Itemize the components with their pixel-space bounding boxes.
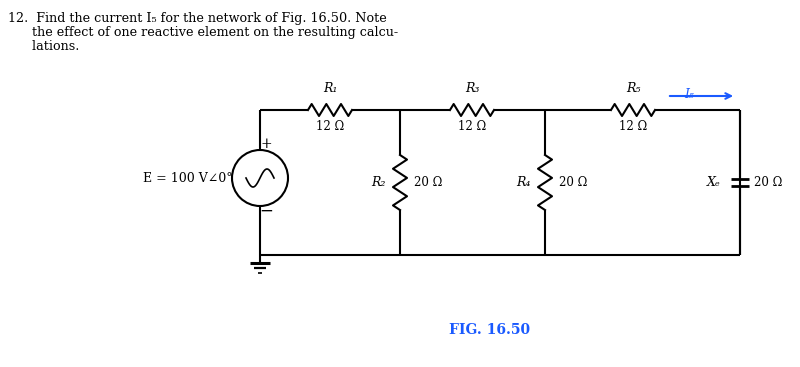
Text: 12 Ω: 12 Ω <box>316 120 344 132</box>
Text: Xₑ: Xₑ <box>707 176 721 189</box>
Text: FIG. 16.50: FIG. 16.50 <box>450 323 530 337</box>
Text: 12 Ω: 12 Ω <box>458 120 486 132</box>
Text: lations.: lations. <box>8 40 79 53</box>
Text: +: + <box>260 137 272 151</box>
Text: R₁: R₁ <box>323 81 337 94</box>
Text: I₅: I₅ <box>685 87 694 101</box>
Text: E = 100 V∠0°: E = 100 V∠0° <box>143 171 233 185</box>
Text: −: − <box>259 203 273 219</box>
Text: 20 Ω: 20 Ω <box>414 176 442 189</box>
Text: the effect of one reactive element on the resulting calcu-: the effect of one reactive element on th… <box>8 26 398 39</box>
Text: 20 Ω: 20 Ω <box>559 176 587 189</box>
Text: 12.  Find the current I₅ for the network of Fig. 16.50. Note: 12. Find the current I₅ for the network … <box>8 12 386 25</box>
Text: R₅: R₅ <box>626 81 640 94</box>
Text: 12 Ω: 12 Ω <box>619 120 647 132</box>
Text: R₂: R₂ <box>371 176 385 189</box>
Text: R₃: R₃ <box>465 81 479 94</box>
Text: 20 Ω: 20 Ω <box>754 176 782 189</box>
Text: R₄: R₄ <box>516 176 530 189</box>
